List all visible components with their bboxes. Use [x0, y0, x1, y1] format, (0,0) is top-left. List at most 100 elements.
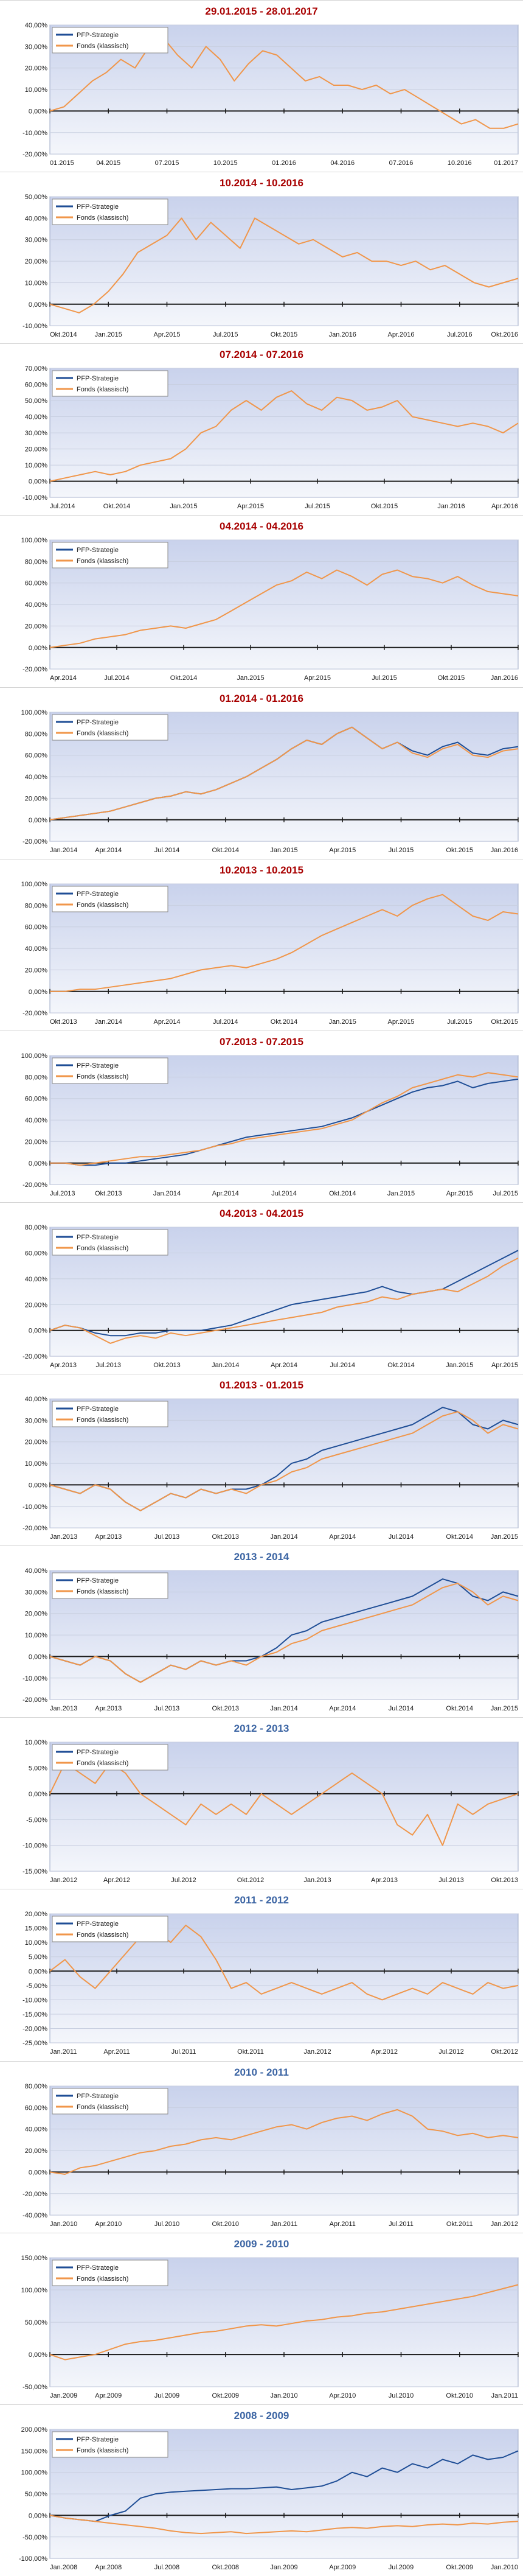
y-tick-label: 100,00% — [21, 881, 48, 888]
y-tick-label: 100,00% — [21, 709, 48, 716]
y-tick-label: 20,00% — [25, 1611, 47, 1618]
x-tick-label: Jul.2014 — [389, 1533, 414, 1541]
chart-panel: 07.2014 - 07.2016 -10,00% 0,00% 10,00% 20,00… — [0, 343, 523, 516]
y-tick-label: 60,00% — [25, 1250, 47, 1257]
y-tick-label: 0,00% — [29, 2169, 47, 2176]
chart-panel: 2011 - 2012 -25,00% -20,00% -15,00% -10,00% -… — [0, 1889, 523, 2061]
x-tick-label: Jul.2014 — [154, 847, 180, 854]
chart-panel: 2009 - 2010 -50,00% 0,00% 50,00% 100,00% 150,… — [0, 2232, 523, 2404]
y-tick-label: -25,00% — [23, 2040, 47, 2048]
x-tick-label: Okt.2014 — [387, 1362, 415, 1369]
chart-title: 10.2013 - 10.2015 — [219, 864, 303, 876]
chart-panel: 01.2013 - 01.2015 -20,00% -10,00% 0,00% 10,0… — [0, 1374, 523, 1546]
series-line-fonds — [49, 569, 519, 649]
series-line-fonds — [50, 894, 519, 992]
y-tick-label: 10,00% — [25, 1632, 47, 1639]
series-line-fonds — [49, 2109, 519, 2175]
y-tick-label: 10,00% — [25, 1940, 47, 1947]
x-tick-label: Okt.2012 — [491, 2049, 518, 2056]
legend-label-fonds: Fonds (klassisch) — [77, 558, 128, 565]
y-tick-label: 40,00% — [25, 1567, 47, 1575]
legend — [52, 542, 168, 569]
y-tick-label: 0,00% — [29, 1482, 47, 1489]
x-tick-label: Jan.2016 — [329, 331, 356, 338]
x-tick-label: Okt.2013 — [212, 1705, 239, 1712]
y-tick-label: 60,00% — [25, 2104, 47, 2112]
chart-title: 2008 - 2009 — [234, 2409, 289, 2421]
x-tick-label: Apr.2009 — [329, 2564, 356, 2571]
y-tick-label: 60,00% — [25, 382, 47, 389]
x-tick-label: Jul.2014 — [104, 675, 130, 682]
legend-label-pfp: PFP-Strategie — [77, 375, 119, 382]
x-tick-label: Jul.2011 — [171, 2049, 196, 2056]
y-tick-label: 50,00% — [25, 194, 47, 201]
x-tick-label: Jan.2015 — [491, 1533, 518, 1541]
x-tick-label: Apr.2014 — [95, 847, 122, 854]
y-tick-label: 30,00% — [25, 237, 47, 244]
chart-title: 07.2014 - 07.2016 — [219, 349, 303, 361]
y-tick-label: 60,00% — [25, 752, 47, 759]
chart-panel: 2012 - 2013 -15,00% -10,00% -5,00% 0,00% 5,00… — [0, 1717, 523, 1889]
legend — [52, 714, 168, 741]
line-chart: -20,00% 0,00% 20,00% 40,00% 60,00% 80,00% 100,… — [21, 881, 519, 1026]
chart-panel: 07.2013 - 07.2015 -20,00% 0,00% 20,00% 40,00… — [0, 1030, 523, 1202]
legend — [52, 1057, 168, 1084]
legend — [52, 1744, 168, 1771]
chart-title: 2009 - 2010 — [234, 2238, 289, 2250]
legend-label-pfp: PFP-Strategie — [77, 719, 119, 726]
line-chart: -10,00% 0,00% 10,00% 20,00% 30,00% 40,00% 50,0… — [23, 194, 519, 338]
x-tick-label: Okt.2013 — [491, 1877, 518, 1884]
x-tick-label: Apr.2011 — [330, 2221, 356, 2228]
x-tick-label: Apr.2014 — [329, 1705, 356, 1712]
x-tick-label: Okt.2011 — [446, 2221, 473, 2228]
line-chart: -25,00% -20,00% -15,00% -10,00% -5,00% 0,00% 5… — [23, 1911, 519, 2056]
y-tick-label: 50,00% — [25, 2319, 47, 2326]
x-tick-label: Okt.2015 — [446, 847, 473, 854]
y-tick-label: 0,00% — [29, 108, 47, 115]
y-tick-label: -10,00% — [23, 323, 47, 330]
y-tick-label: 20,00% — [25, 967, 47, 974]
x-tick-label: Apr.2015 — [491, 1362, 518, 1369]
y-tick-label: 150,00% — [21, 2448, 48, 2455]
y-tick-label: -20,00% — [23, 2190, 47, 2197]
x-tick-label: Apr.2014 — [154, 1018, 181, 1026]
x-tick-label: Okt.2014 — [212, 847, 239, 854]
y-tick-label: 40,00% — [25, 22, 47, 29]
x-tick-label: Jan.2008 — [50, 2564, 77, 2571]
y-tick-label: 0,00% — [29, 1160, 47, 1167]
y-tick-label: -20,00% — [23, 2026, 47, 2033]
x-tick-label: 10.2015 — [213, 159, 238, 167]
x-tick-label: Okt.2011 — [237, 2049, 264, 2056]
legend-label-fonds: Fonds (klassisch) — [77, 386, 128, 393]
chart-title: 01.2014 - 01.2016 — [219, 692, 303, 704]
chart-title: 29.01.2015 - 28.01.2017 — [205, 5, 318, 17]
x-tick-label: Okt.2013 — [153, 1362, 181, 1369]
x-tick-label: Jan.2013 — [50, 1533, 77, 1541]
x-tick-label: Jan.2011 — [50, 2049, 77, 2056]
chart-panel: 2013 - 2014 -20,00% -10,00% 0,00% 10,00% 20,0… — [0, 1545, 523, 1718]
y-tick-label: -10,00% — [23, 1997, 47, 2004]
x-tick-label: Okt.2015 — [438, 675, 465, 682]
y-tick-label: 60,00% — [25, 923, 47, 931]
x-tick-label: Jan.2016 — [491, 675, 518, 682]
legend-label-pfp: PFP-Strategie — [77, 1405, 119, 1413]
y-tick-label: 40,00% — [25, 215, 47, 222]
legend-label-fonds: Fonds (klassisch) — [77, 1416, 128, 1424]
x-tick-label: Jul.2015 — [389, 847, 414, 854]
legend — [52, 886, 168, 912]
legend-label-fonds: Fonds (klassisch) — [77, 1588, 128, 1595]
y-tick-label: 0,00% — [29, 645, 47, 652]
y-tick-label: -40,00% — [23, 2212, 47, 2219]
legend-label-pfp: PFP-Strategie — [77, 203, 119, 211]
y-tick-label: -5,00% — [26, 1817, 47, 1824]
x-tick-label: Okt.2014 — [446, 1705, 473, 1712]
legend-label-pfp: PFP-Strategie — [77, 1062, 119, 1069]
series-line-fonds — [49, 390, 519, 482]
x-tick-label: Okt.2015 — [491, 1018, 518, 1026]
y-tick-label: 40,00% — [25, 414, 47, 421]
y-tick-label: 80,00% — [25, 559, 47, 566]
series-line-fonds — [49, 1257, 519, 1344]
x-tick-label: Okt.2008 — [212, 2564, 239, 2571]
line-chart: -20,00% -10,00% 0,00% 10,00% 20,00% 30,00% 40,… — [23, 1567, 519, 1712]
y-tick-label: 60,00% — [25, 580, 47, 587]
